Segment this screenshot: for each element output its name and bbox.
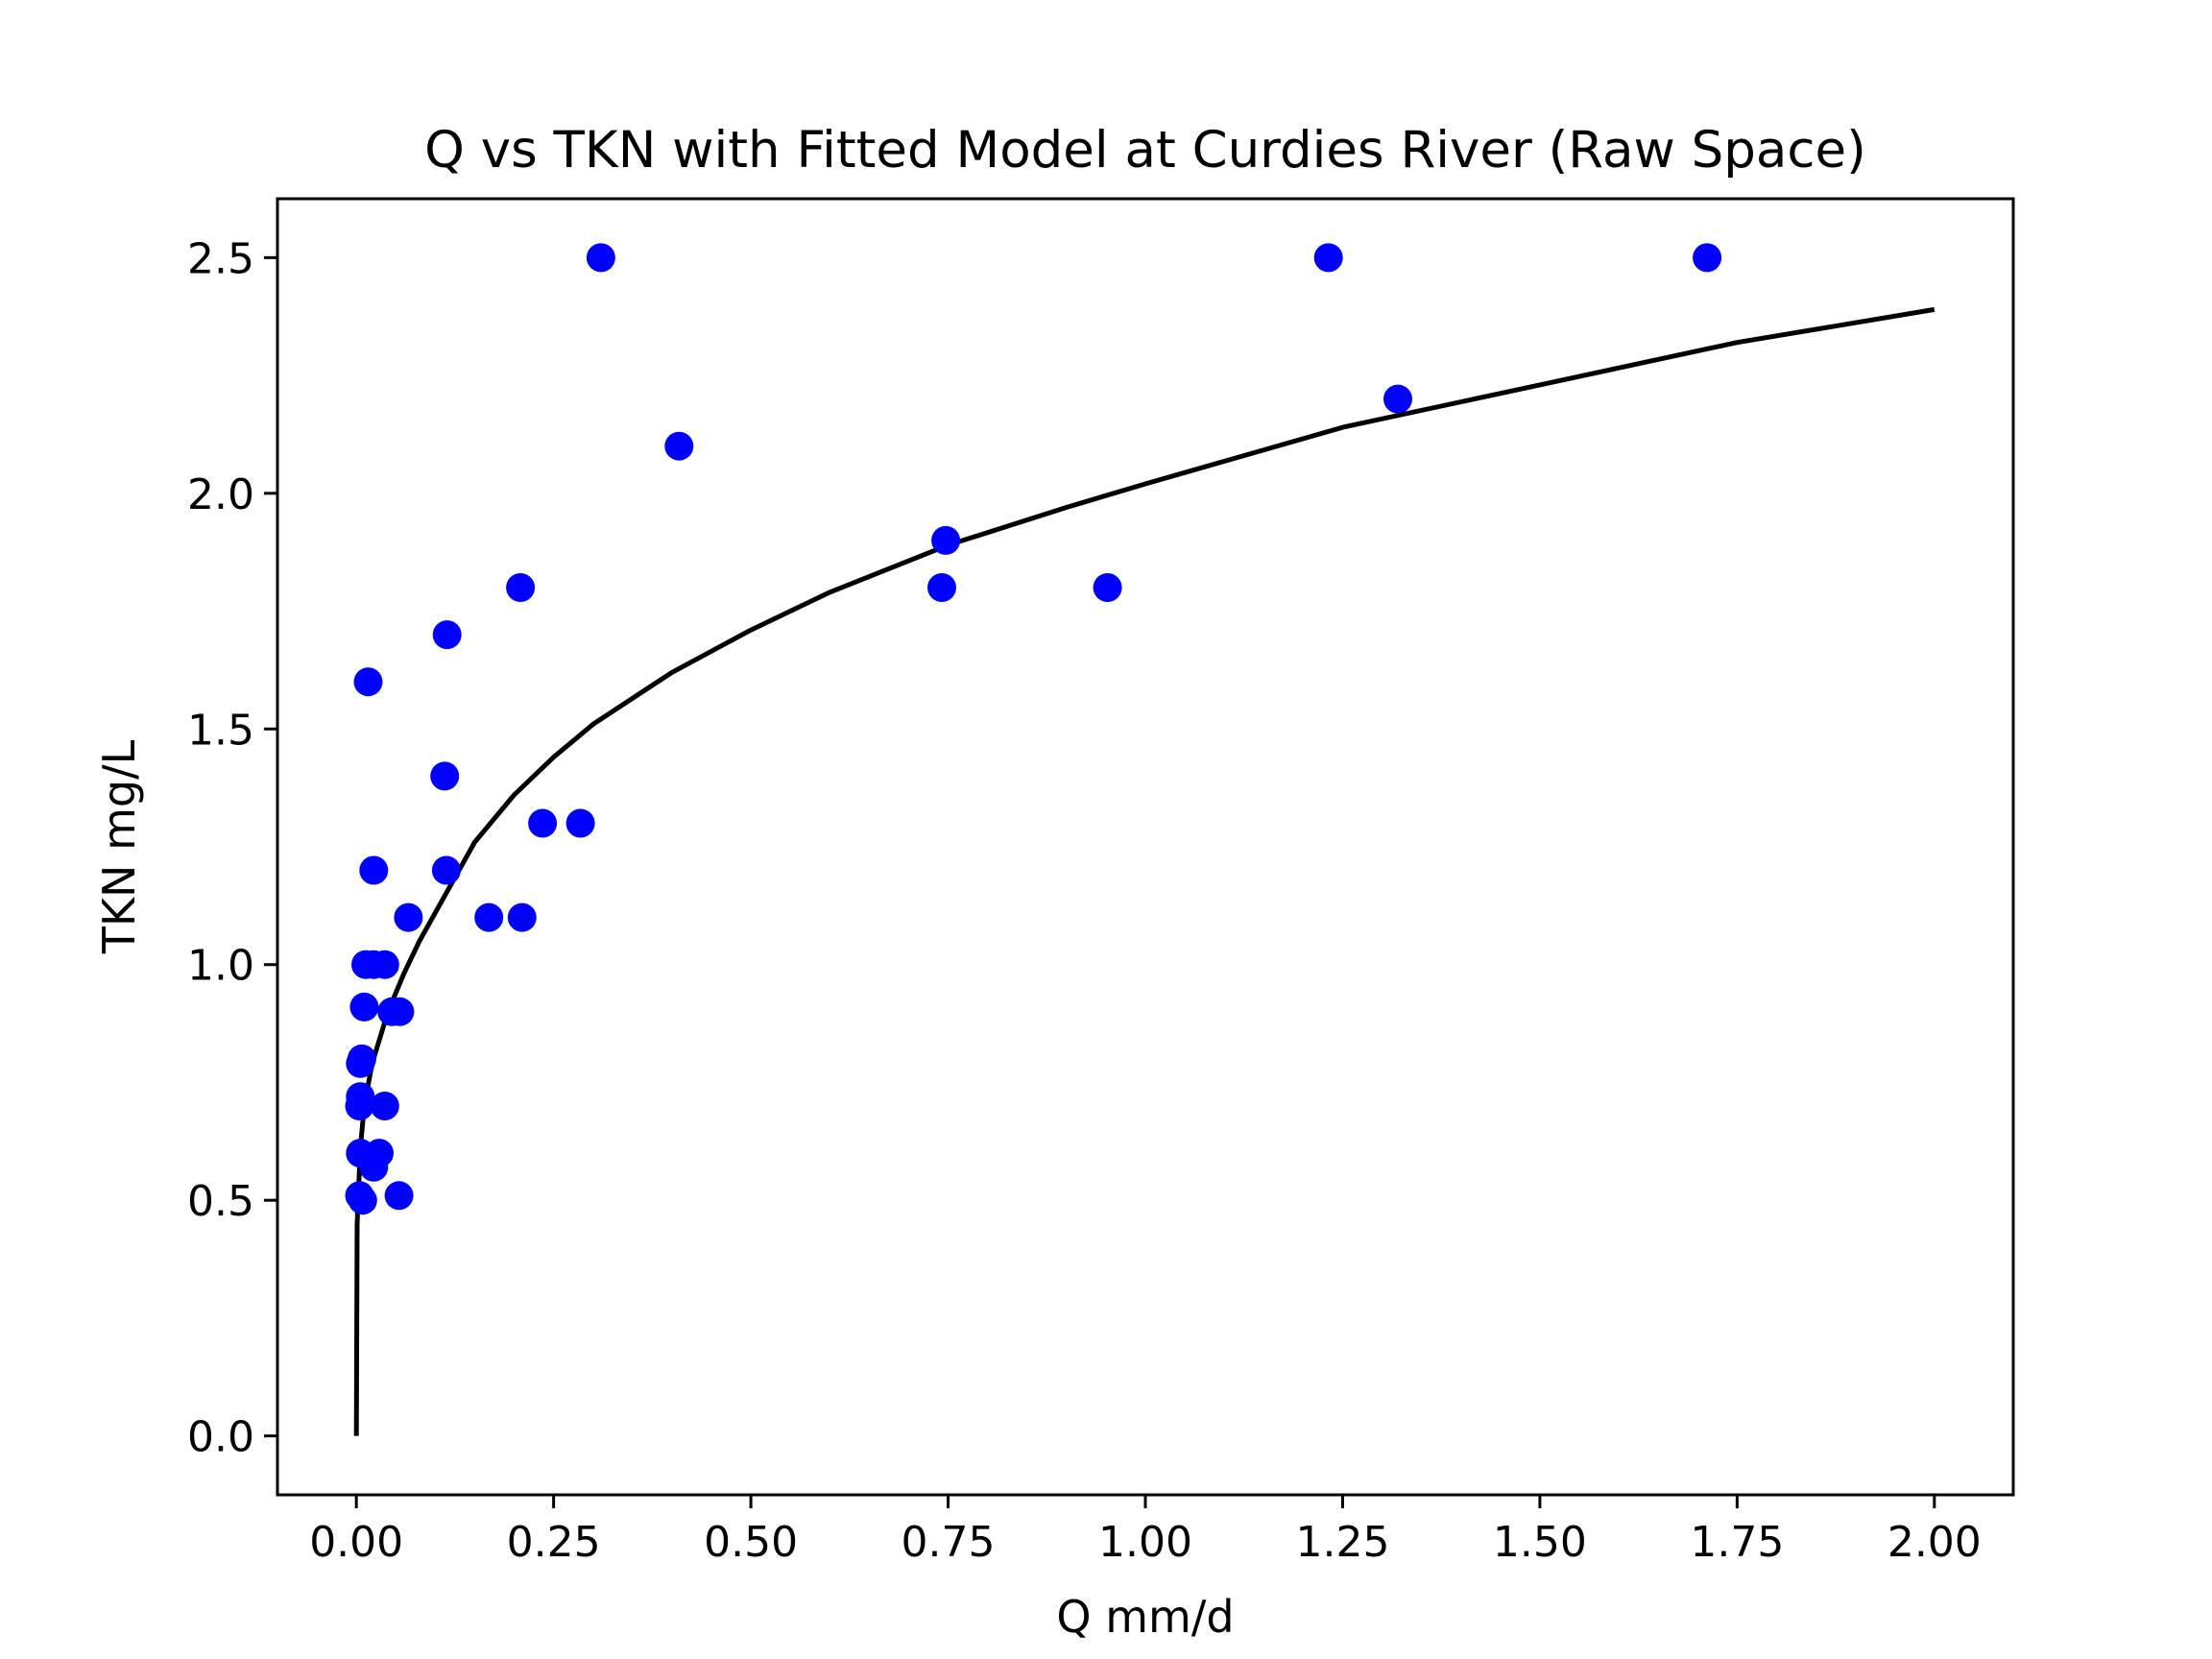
data-point: [565, 808, 595, 838]
data-point: [931, 525, 961, 555]
data-point: [1383, 384, 1412, 414]
x-tick-label: 1.75: [1690, 1518, 1784, 1567]
data-point: [353, 667, 383, 697]
y-tick-label: 2.0: [187, 470, 254, 519]
data-point: [345, 1092, 374, 1120]
y-axis-ticks: 0.0 0.5 1.0 1.5 2.0 2.5: [187, 234, 277, 1462]
data-point: [347, 1044, 376, 1073]
y-tick-label: 0.0: [187, 1413, 254, 1462]
x-tick-label: 0.00: [309, 1518, 403, 1567]
x-tick-label: 0.75: [902, 1518, 996, 1567]
plot-area: 0.00 0.25 0.50 0.75 1.00 1.25 1.50 1.75 2.00 0.0…: [187, 197, 2015, 1567]
data-point: [506, 573, 536, 602]
data-point: [528, 808, 558, 838]
data-point: [927, 573, 956, 602]
x-axis-ticks: 0.00 0.25 0.50 0.75 1.00 1.25 1.50 1.75 2.00: [309, 1495, 1982, 1567]
x-tick-label: 1.25: [1295, 1518, 1389, 1567]
y-tick-label: 1.5: [187, 706, 254, 755]
data-point: [586, 243, 615, 273]
x-tick-label: 0.25: [507, 1518, 601, 1567]
data-point: [348, 1186, 377, 1215]
x-tick-label: 1.00: [1098, 1518, 1192, 1567]
data-point: [507, 902, 537, 932]
data-point: [349, 992, 379, 1022]
x-tick-label: 2.00: [1887, 1518, 1982, 1567]
data-point: [370, 950, 399, 979]
plot-frame: [276, 197, 2015, 1497]
data-point: [431, 855, 461, 885]
series-layer: [345, 243, 1936, 1436]
data-point: [430, 761, 460, 791]
y-axis-label: TKN mg/L: [93, 739, 145, 954]
data-point: [432, 620, 462, 650]
data-point: [1693, 243, 1722, 273]
y-tick-label: 2.5: [187, 234, 254, 283]
data-point: [359, 1152, 389, 1182]
x-tick-label: 1.50: [1493, 1518, 1587, 1567]
data-point: [474, 902, 504, 932]
data-point: [664, 431, 694, 461]
data-point: [359, 855, 389, 885]
chart-title: Q vs TKN with Fitted Model at Curdies Ri…: [424, 121, 1866, 180]
fitted-model-line: [353, 306, 1936, 1436]
data-point: [385, 997, 415, 1026]
data-point: [394, 902, 423, 932]
y-tick-label: 0.5: [187, 1177, 254, 1226]
x-axis-label: Q mm/d: [1056, 1591, 1234, 1643]
data-point: [1093, 573, 1122, 602]
data-point: [1313, 243, 1343, 273]
data-point: [370, 1092, 399, 1120]
y-tick-label: 1.0: [187, 942, 254, 991]
x-tick-label: 0.50: [704, 1518, 798, 1567]
data-point: [384, 1181, 414, 1211]
